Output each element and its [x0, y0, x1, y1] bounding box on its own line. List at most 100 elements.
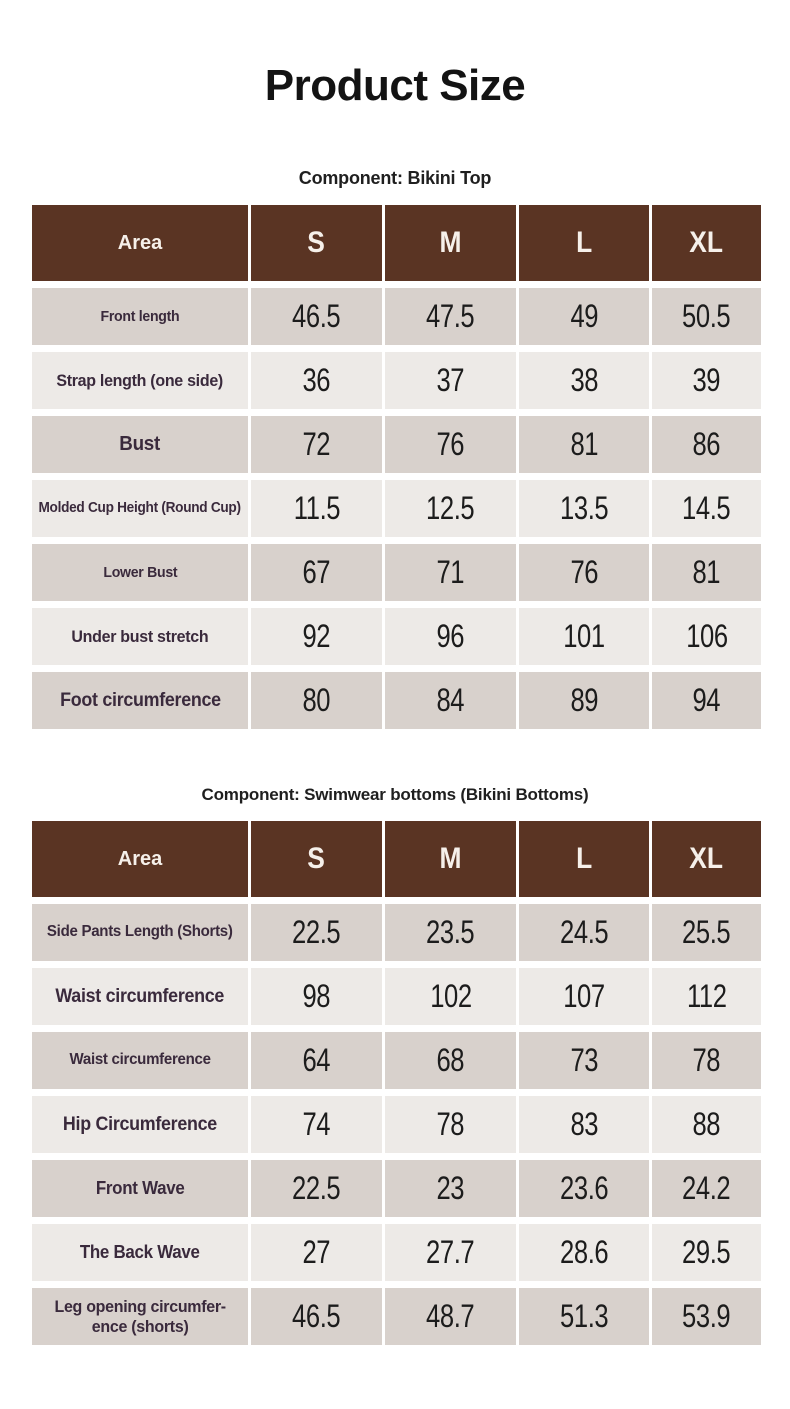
size-value: 50.5: [652, 288, 761, 345]
size-column-header-xl: XL: [652, 205, 761, 281]
size-value: 96: [385, 608, 516, 665]
value-text: 12.5: [426, 490, 475, 526]
value-text: 88: [692, 1106, 721, 1142]
size-value: 47.5: [385, 288, 516, 345]
value-text: 67: [302, 554, 331, 590]
size-value: 101: [519, 608, 649, 665]
section-heading-swimwear-bottoms: Component: Swimwear bottoms (Bikini Bott…: [201, 785, 589, 804]
row-label: Strap length (one side): [32, 352, 248, 409]
row-label: Front length: [32, 288, 248, 345]
value-text: 76: [436, 426, 465, 462]
size-header-label: XL: [689, 226, 724, 259]
row-label: Waist circumference: [32, 968, 248, 1025]
size-value: 24.5: [519, 904, 649, 961]
size-value: 78: [385, 1096, 516, 1153]
value-text: 22.5: [292, 1170, 341, 1206]
value-text: 53.9: [682, 1298, 731, 1334]
row-label: Bust: [32, 416, 248, 473]
size-value: 84: [385, 672, 516, 729]
size-header-label: S: [307, 842, 326, 875]
row-label-text: Side Pants Length (Shorts): [47, 923, 233, 941]
value-text: 73: [570, 1042, 598, 1078]
size-value: 11.5: [251, 480, 382, 537]
size-value: 112: [652, 968, 761, 1025]
value-text: 102: [429, 978, 472, 1014]
row-label-text: Front length: [100, 307, 180, 325]
value-text: 11.5: [293, 490, 340, 526]
size-value: 24.2: [652, 1160, 761, 1217]
row-label-text: Waist circumference: [69, 1051, 211, 1069]
value-text: 23.6: [559, 1170, 609, 1206]
value-text: 28.6: [559, 1234, 609, 1270]
value-text: 78: [436, 1106, 465, 1142]
row-label: Leg opening circumfer- ence (shorts): [32, 1288, 248, 1345]
value-text: 49: [570, 298, 598, 334]
size-value: 28.6: [519, 1224, 649, 1281]
size-value: 14.5: [652, 480, 761, 537]
value-text: 76: [570, 554, 598, 590]
size-value: 22.5: [251, 1160, 382, 1217]
value-text: 22.5: [292, 914, 341, 950]
size-value: 46.5: [251, 288, 382, 345]
row-label: Lower Bust: [32, 544, 248, 601]
size-column-header-s: S: [251, 205, 382, 281]
row-label-text: Bust: [119, 433, 161, 455]
size-value: 27: [251, 1224, 382, 1281]
value-text: 29.5: [682, 1234, 731, 1270]
value-text: 39: [692, 362, 721, 398]
value-text: 92: [302, 618, 331, 654]
size-value: 12.5: [385, 480, 516, 537]
row-label-text: Molded Cup Height (Round Cup): [38, 500, 242, 517]
size-table-swimwear-bottoms: Area S M L XL Side Pants Length (Shorts)…: [32, 821, 790, 1345]
row-label: Foot circumference: [32, 672, 248, 729]
value-text: 80: [302, 682, 331, 718]
value-text: 46.5: [292, 298, 341, 334]
value-text: 14.5: [682, 490, 731, 526]
value-text: 81: [692, 554, 721, 590]
value-text: 50.5: [682, 298, 731, 334]
size-value: 22.5: [251, 904, 382, 961]
row-label-text: Strap length (one side): [56, 370, 224, 390]
value-text: 107: [563, 978, 605, 1014]
value-text: 89: [570, 682, 598, 718]
size-header-label: S: [307, 226, 326, 259]
value-text: 86: [692, 426, 721, 462]
value-text: 101: [563, 618, 605, 654]
size-value: 38: [519, 352, 649, 409]
row-label-text: Hip Circumference: [62, 1113, 218, 1135]
size-header-label: L: [575, 842, 593, 875]
value-text: 112: [686, 978, 727, 1014]
row-label: Molded Cup Height (Round Cup): [32, 480, 248, 537]
size-value: 94: [652, 672, 761, 729]
value-text: 37: [436, 362, 465, 398]
size-column-header-l: L: [519, 205, 649, 281]
area-column-header: Area: [32, 205, 248, 281]
size-value: 106: [652, 608, 761, 665]
value-text: 48.7: [426, 1298, 475, 1334]
size-value: 72: [251, 416, 382, 473]
row-label-text: The Back Wave: [80, 1242, 200, 1263]
value-text: 106: [685, 618, 728, 654]
size-value: 53.9: [652, 1288, 761, 1345]
size-column-header-m: M: [385, 205, 516, 281]
size-value: 80: [251, 672, 382, 729]
row-label-text: Foot circumference: [59, 689, 221, 711]
value-text: 81: [570, 426, 598, 462]
size-column-header-s: S: [251, 821, 382, 897]
size-value: 71: [385, 544, 516, 601]
row-label-text: Leg opening circumfer- ence (shorts): [54, 1296, 226, 1336]
size-value: 76: [519, 544, 649, 601]
value-text: 27.7: [426, 1234, 475, 1270]
value-text: 51.3: [559, 1298, 609, 1334]
size-value: 37: [385, 352, 516, 409]
value-text: 24.2: [682, 1170, 731, 1206]
size-value: 92: [251, 608, 382, 665]
value-text: 72: [302, 426, 331, 462]
size-value: 102: [385, 968, 516, 1025]
size-value: 27.7: [385, 1224, 516, 1281]
size-header-label: M: [439, 842, 462, 875]
area-column-header: Area: [32, 821, 248, 897]
size-value: 49: [519, 288, 649, 345]
size-value: 13.5: [519, 480, 649, 537]
value-text: 25.5: [682, 914, 731, 950]
